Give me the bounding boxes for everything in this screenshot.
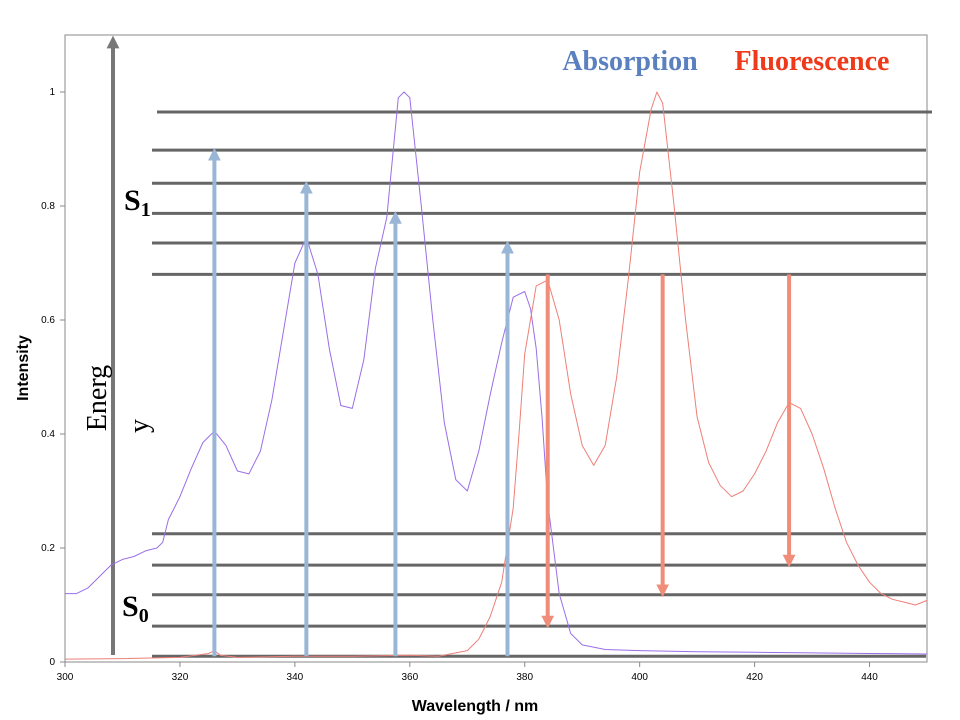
x-tick-label: 320: [172, 672, 189, 683]
energy-label: Energ: [82, 365, 113, 431]
transition-arrows: [208, 147, 796, 657]
y-tick-label: 0.4: [41, 429, 55, 440]
s1-label: S1: [124, 184, 151, 221]
y-tick-label: 0.8: [41, 201, 55, 212]
series-lines: [64, 91, 928, 660]
y-tick-label: 0.6: [41, 315, 55, 326]
x-tick-label: 440: [861, 672, 878, 683]
y-axis-title: Intensity: [15, 335, 32, 401]
legend-fluorescence: Fluorescence: [735, 46, 890, 77]
s0-label: S0: [122, 590, 149, 627]
x-tick-label: 340: [287, 672, 304, 683]
y-tick-label: 1: [49, 87, 55, 98]
x-axis-title: Wavelength / nm: [412, 698, 539, 715]
plot-frame: [64, 34, 928, 663]
legend-absorption: Absorption: [562, 46, 698, 77]
x-tick-label: 380: [516, 672, 533, 683]
energy-label-tail: y: [124, 419, 155, 433]
fluorescence-line: [64, 91, 928, 660]
y-tick-label: 0: [49, 657, 55, 668]
x-tick-label: 300: [57, 672, 74, 683]
energy-axis: Energ y: [82, 35, 155, 655]
y-tick-label: 0.2: [41, 543, 55, 554]
energy-levels: [152, 110, 932, 658]
x-tick-label: 360: [401, 672, 418, 683]
axis-ticks: 300 320 340 360 380 400 420 440 0 0.2 0.4 0.6 0.8 1: [41, 87, 878, 683]
absorption-line: [65, 91, 928, 655]
x-tick-label: 420: [746, 672, 763, 683]
x-tick-label: 400: [631, 672, 648, 683]
